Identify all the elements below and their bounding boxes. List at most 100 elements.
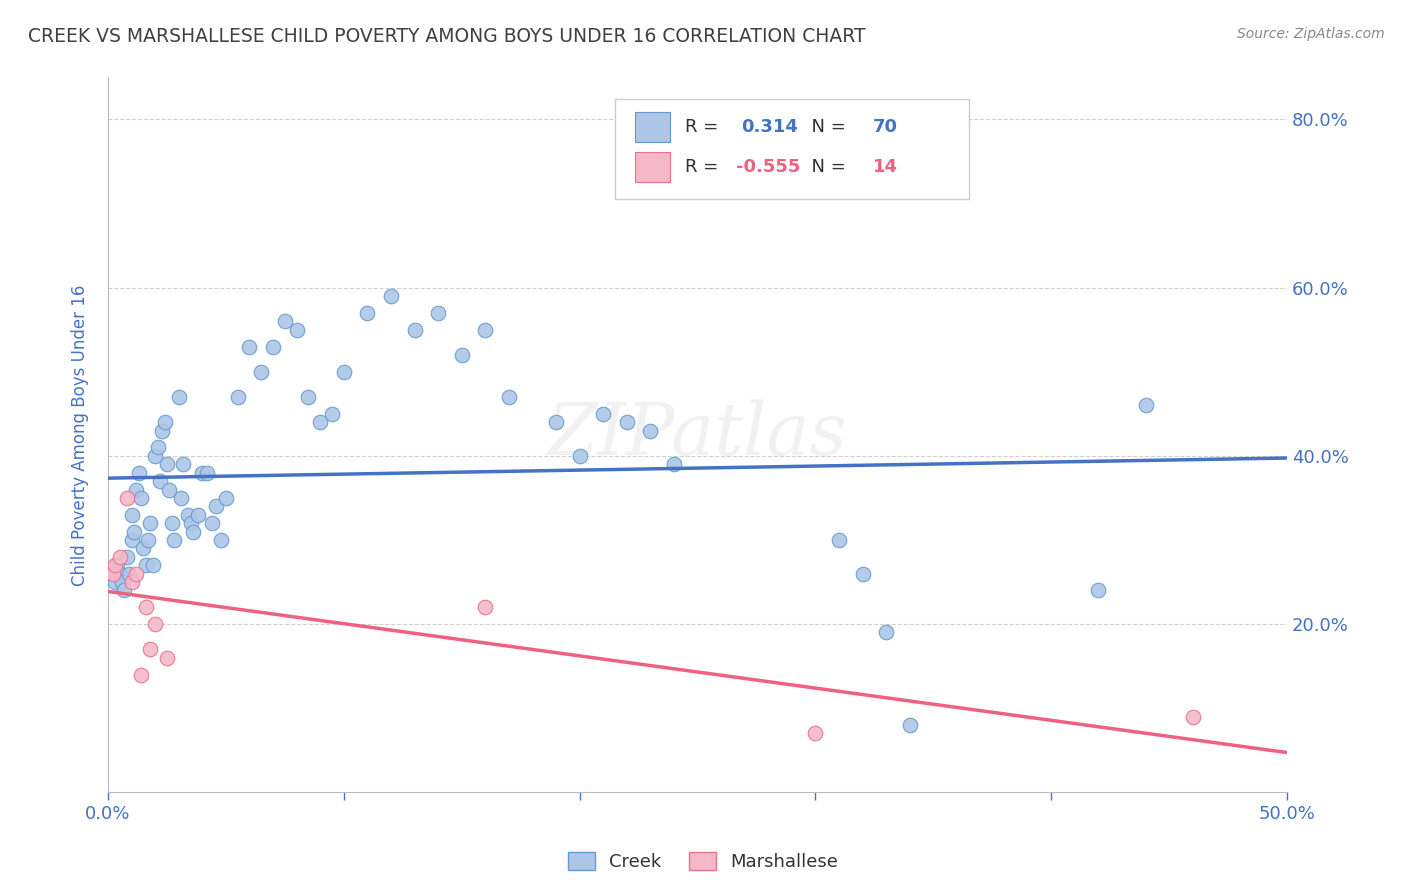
Point xyxy=(180,516,202,531)
Point xyxy=(136,533,159,547)
Point xyxy=(804,726,827,740)
Point xyxy=(104,575,127,590)
Point xyxy=(115,491,138,505)
Point xyxy=(592,407,614,421)
Point xyxy=(474,600,496,615)
Point xyxy=(544,415,567,429)
Point xyxy=(129,667,152,681)
FancyBboxPatch shape xyxy=(636,112,671,143)
Point xyxy=(108,566,131,581)
Text: R =: R = xyxy=(685,119,724,136)
Point xyxy=(129,491,152,505)
Point xyxy=(143,449,166,463)
Text: R =: R = xyxy=(685,158,724,176)
Point xyxy=(121,533,143,547)
Point xyxy=(135,558,157,573)
Legend: Creek, Marshallese: Creek, Marshallese xyxy=(561,845,845,879)
Point xyxy=(163,533,186,547)
FancyBboxPatch shape xyxy=(636,152,671,182)
Point xyxy=(285,323,308,337)
Point xyxy=(160,516,183,531)
Point xyxy=(201,516,224,531)
Point xyxy=(181,524,204,539)
Point xyxy=(1181,709,1204,723)
Point xyxy=(640,424,662,438)
Point xyxy=(128,466,150,480)
Point xyxy=(662,458,685,472)
Point xyxy=(226,390,249,404)
Point xyxy=(149,474,172,488)
Point xyxy=(474,323,496,337)
Point xyxy=(205,500,228,514)
Point xyxy=(262,340,284,354)
Point xyxy=(108,549,131,564)
Text: 70: 70 xyxy=(873,119,898,136)
Point xyxy=(153,415,176,429)
Point xyxy=(101,566,124,581)
Point xyxy=(177,508,200,522)
Point xyxy=(167,390,190,404)
Point xyxy=(115,549,138,564)
Point xyxy=(104,558,127,573)
Point xyxy=(139,642,162,657)
Text: -0.555: -0.555 xyxy=(737,158,801,176)
Point xyxy=(1087,583,1109,598)
Point xyxy=(356,306,378,320)
Point xyxy=(568,449,591,463)
Point xyxy=(143,617,166,632)
Point xyxy=(616,415,638,429)
Point xyxy=(828,533,851,547)
Point xyxy=(404,323,426,337)
Point xyxy=(875,625,897,640)
Point xyxy=(139,516,162,531)
Point xyxy=(107,558,129,573)
Point xyxy=(333,365,356,379)
Point xyxy=(114,583,136,598)
Y-axis label: Child Poverty Among Boys Under 16: Child Poverty Among Boys Under 16 xyxy=(72,285,89,585)
Point xyxy=(121,508,143,522)
Point xyxy=(1135,399,1157,413)
Point xyxy=(309,415,332,429)
Text: N =: N = xyxy=(800,119,852,136)
Point xyxy=(187,508,209,522)
Point xyxy=(852,566,875,581)
Point xyxy=(191,466,214,480)
Point xyxy=(125,483,148,497)
Point xyxy=(132,541,155,556)
Point xyxy=(209,533,232,547)
Point xyxy=(156,458,179,472)
Point xyxy=(135,600,157,615)
Point xyxy=(195,466,218,480)
Point xyxy=(170,491,193,505)
Point xyxy=(274,314,297,328)
Text: Source: ZipAtlas.com: Source: ZipAtlas.com xyxy=(1237,27,1385,41)
Point xyxy=(125,566,148,581)
Point xyxy=(898,718,921,732)
Text: 0.314: 0.314 xyxy=(741,119,799,136)
Text: N =: N = xyxy=(800,158,852,176)
FancyBboxPatch shape xyxy=(614,99,969,199)
Point xyxy=(146,441,169,455)
Point xyxy=(101,566,124,581)
Point xyxy=(172,458,194,472)
Point xyxy=(157,483,180,497)
Point xyxy=(150,424,173,438)
Point xyxy=(297,390,319,404)
Point xyxy=(118,566,141,581)
Text: ZIPatlas: ZIPatlas xyxy=(548,400,848,470)
Point xyxy=(215,491,238,505)
Text: CREEK VS MARSHALLESE CHILD POVERTY AMONG BOYS UNDER 16 CORRELATION CHART: CREEK VS MARSHALLESE CHILD POVERTY AMONG… xyxy=(28,27,866,45)
Point xyxy=(122,524,145,539)
Point xyxy=(142,558,165,573)
Point xyxy=(380,289,402,303)
Point xyxy=(450,348,472,362)
Point xyxy=(250,365,273,379)
Point xyxy=(498,390,520,404)
Point xyxy=(427,306,450,320)
Point xyxy=(156,650,179,665)
Point xyxy=(238,340,260,354)
Text: 14: 14 xyxy=(873,158,898,176)
Point xyxy=(111,575,134,590)
Point xyxy=(121,575,143,590)
Point xyxy=(321,407,343,421)
